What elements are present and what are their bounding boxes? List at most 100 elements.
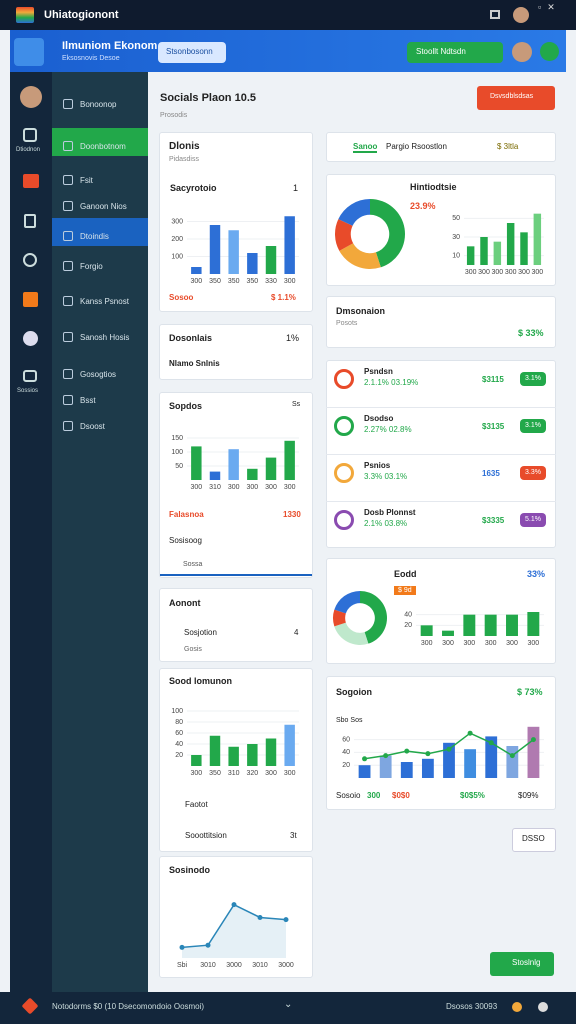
point xyxy=(425,751,431,757)
x-tick-label: 300 xyxy=(284,770,296,777)
x-tick-label: 3010 xyxy=(200,962,216,969)
rail-avatar[interactable] xyxy=(20,86,42,108)
x-tick-label: 300 xyxy=(284,278,296,285)
card xyxy=(159,856,313,978)
rail-icon[interactable] xyxy=(23,370,37,382)
sidebar-item[interactable]: Bsst xyxy=(80,396,96,405)
settings-icon[interactable] xyxy=(538,1002,548,1012)
rail-icon[interactable] xyxy=(23,253,37,267)
input[interactable]: Sossa xyxy=(183,561,203,568)
sidebar-item[interactable]: Dtoindis xyxy=(80,232,109,241)
x-tick-label: 310 xyxy=(209,484,221,491)
action-button[interactable] xyxy=(407,42,503,63)
expand-icon[interactable]: ⌄ xyxy=(284,999,293,1010)
menu-icon[interactable] xyxy=(490,10,500,19)
card-value: 23.9% xyxy=(410,201,436,211)
y-tick-label: 10 xyxy=(452,253,460,260)
primary-button[interactable] xyxy=(477,86,555,110)
point xyxy=(231,902,237,908)
sidebar-item[interactable]: Gosogtios xyxy=(80,370,117,379)
sidebar-item[interactable]: Dsoost xyxy=(80,422,105,431)
bar xyxy=(209,735,221,766)
rail-icon[interactable] xyxy=(23,331,38,346)
tab[interactable]: Sanoo xyxy=(353,142,378,153)
sidebar-icon xyxy=(63,332,73,342)
list-item[interactable]: Faotot xyxy=(185,800,208,809)
window-controls[interactable]: ▫✕ xyxy=(538,2,561,12)
area xyxy=(182,904,286,958)
row-name: Dsodso xyxy=(364,414,394,423)
y-tick-label: 100 xyxy=(171,708,183,715)
list-item[interactable]: Gosis xyxy=(184,646,202,653)
point xyxy=(205,942,211,948)
rail-label: Dtiodnon xyxy=(16,147,41,153)
divider xyxy=(326,407,556,408)
x-tick-label: 300 xyxy=(465,269,477,276)
window-title: Uhiatogionont xyxy=(44,9,119,21)
pie-slice xyxy=(370,199,405,268)
x-tick-label: 300 xyxy=(463,640,475,647)
card-subtitle: Posots xyxy=(336,320,358,327)
point xyxy=(467,730,473,736)
row-amount: 1635 xyxy=(482,469,500,478)
sidebar-item[interactable]: Ganoon Nios xyxy=(80,202,127,211)
filter[interactable]: $ 3ltla xyxy=(497,142,519,151)
x-tick-label: 320 xyxy=(246,770,258,777)
bar xyxy=(466,246,475,265)
sidebar-item[interactable]: Fsit xyxy=(80,176,93,185)
y-tick-label: 20 xyxy=(175,752,183,759)
search-button[interactable] xyxy=(158,42,226,63)
dropdown[interactable]: Nlamo Snlnis xyxy=(169,359,220,368)
bar xyxy=(191,755,202,766)
bar xyxy=(533,213,542,265)
list-item[interactable]: Sooottitsion xyxy=(185,831,227,840)
app-logo xyxy=(16,7,34,23)
primary-button-label: Dsvsdblsdsas xyxy=(490,93,534,100)
rail-icon[interactable] xyxy=(23,128,37,142)
header-avatar[interactable] xyxy=(512,42,532,62)
list-item[interactable]: Sosjotion xyxy=(184,628,217,637)
x-tick-label: 350 xyxy=(209,770,221,777)
title-bar xyxy=(0,0,576,30)
count: 1 xyxy=(293,183,299,193)
row-pill: 3.1% xyxy=(520,372,546,386)
bar-chart: 20 40 300 300 300 300 300 300 xyxy=(404,612,544,647)
row-sub: 3.3% 03.1% xyxy=(364,472,408,481)
y-tick-label: 50 xyxy=(175,463,183,470)
sidebar-icon xyxy=(63,261,73,271)
button[interactable] xyxy=(512,828,556,852)
bar xyxy=(191,267,202,274)
line-chart: Sbi 3010 3000 3010 3000 xyxy=(177,902,294,969)
chart-footer: $0$0 xyxy=(392,791,410,800)
save-button[interactable] xyxy=(490,952,554,976)
select[interactable]: Sosisoog xyxy=(169,536,202,545)
y-tick-label: 50 xyxy=(452,215,460,222)
card-title: Dmsonaion xyxy=(336,306,386,316)
sidebar-item[interactable]: Forgio xyxy=(80,262,103,271)
sidebar-item[interactable]: Doonbotnom xyxy=(80,142,126,151)
rail-icon[interactable] xyxy=(23,174,39,188)
rail-icon[interactable] xyxy=(23,292,38,307)
sidebar-item[interactable]: Bonoonop xyxy=(80,100,117,109)
app-subtitle: Eksosnovis Desoe xyxy=(62,55,120,62)
row-icon xyxy=(334,510,354,530)
x-tick-label: 300 xyxy=(265,484,277,491)
x-tick-label: 300 xyxy=(421,640,433,647)
card xyxy=(326,558,556,664)
header-icon[interactable] xyxy=(14,38,44,66)
sidebar-item[interactable]: Kanss Psnost xyxy=(80,297,129,306)
user-avatar[interactable] xyxy=(513,7,529,23)
bar xyxy=(247,468,258,480)
card-footer: Sosoo xyxy=(169,293,194,302)
x-tick-label: 300 xyxy=(442,640,454,647)
rail-icon[interactable] xyxy=(24,214,36,228)
card-value: $ 73% xyxy=(517,687,543,697)
tab[interactable]: Pargio Rsoostlon xyxy=(386,142,447,151)
confirm-icon[interactable] xyxy=(540,42,559,61)
status-icon[interactable] xyxy=(512,1002,522,1012)
y-tick-label: 40 xyxy=(342,749,350,756)
bar xyxy=(228,230,239,274)
sidebar-item[interactable]: Sanosh Hosis xyxy=(80,333,130,342)
list-value: 4 xyxy=(294,628,299,637)
